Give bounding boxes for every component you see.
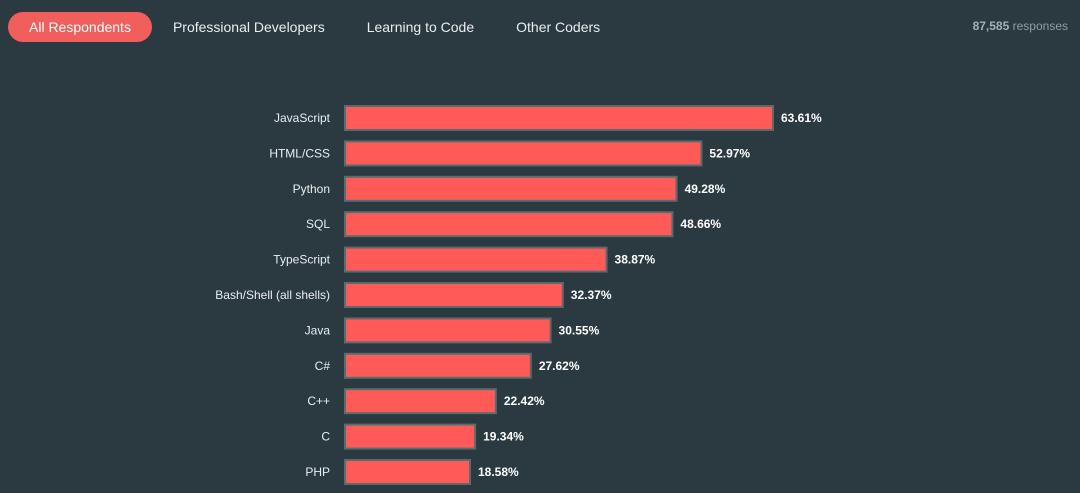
- responses-number: 87,585: [972, 19, 1010, 33]
- category-label: Bash/Shell (all shells): [215, 288, 330, 302]
- category-label: C#: [315, 359, 331, 373]
- category-label: PHP: [305, 465, 330, 479]
- respondent-tabs: All Respondents Professional Developers …: [8, 12, 621, 42]
- category-label: TypeScript: [273, 253, 330, 267]
- responses-count: 87,585 responses: [973, 19, 1068, 33]
- value-label: 18.58%: [478, 465, 519, 479]
- value-label: 63.61%: [781, 111, 822, 125]
- category-label: SQL: [306, 217, 330, 231]
- bar[interactable]: [344, 140, 703, 167]
- category-label: Java: [305, 323, 331, 337]
- tab-professional-developers[interactable]: Professional Developers: [172, 19, 325, 35]
- bar[interactable]: [344, 246, 608, 273]
- value-label: 27.62%: [539, 359, 580, 373]
- tab-all-respondents[interactable]: All Respondents: [8, 12, 152, 42]
- bar[interactable]: [344, 105, 774, 131]
- value-label: 49.28%: [685, 182, 726, 196]
- bar[interactable]: [344, 282, 564, 308]
- value-label: 22.42%: [504, 394, 545, 408]
- tab-learning-to-code[interactable]: Learning to Code: [366, 19, 475, 35]
- category-label: Python: [293, 182, 330, 196]
- category-label: JavaScript: [274, 111, 331, 125]
- bar[interactable]: [344, 423, 477, 450]
- value-label: 30.55%: [559, 323, 600, 337]
- bar[interactable]: [344, 175, 678, 202]
- category-label: HTML/CSS: [269, 146, 330, 160]
- responses-label: responses: [1012, 19, 1068, 33]
- bar[interactable]: [344, 211, 674, 238]
- value-label: 19.34%: [483, 430, 524, 444]
- tab-other-coders[interactable]: Other Coders: [516, 19, 601, 35]
- category-label: C++: [307, 394, 330, 408]
- value-label: 32.37%: [571, 288, 612, 302]
- category-label: C: [321, 430, 330, 444]
- value-label: 52.97%: [709, 146, 750, 160]
- bar[interactable]: [344, 459, 472, 485]
- bar[interactable]: [344, 352, 532, 379]
- bar[interactable]: [344, 388, 497, 415]
- value-label: 48.66%: [680, 217, 721, 231]
- bar[interactable]: [344, 317, 552, 344]
- value-label: 38.87%: [615, 253, 656, 267]
